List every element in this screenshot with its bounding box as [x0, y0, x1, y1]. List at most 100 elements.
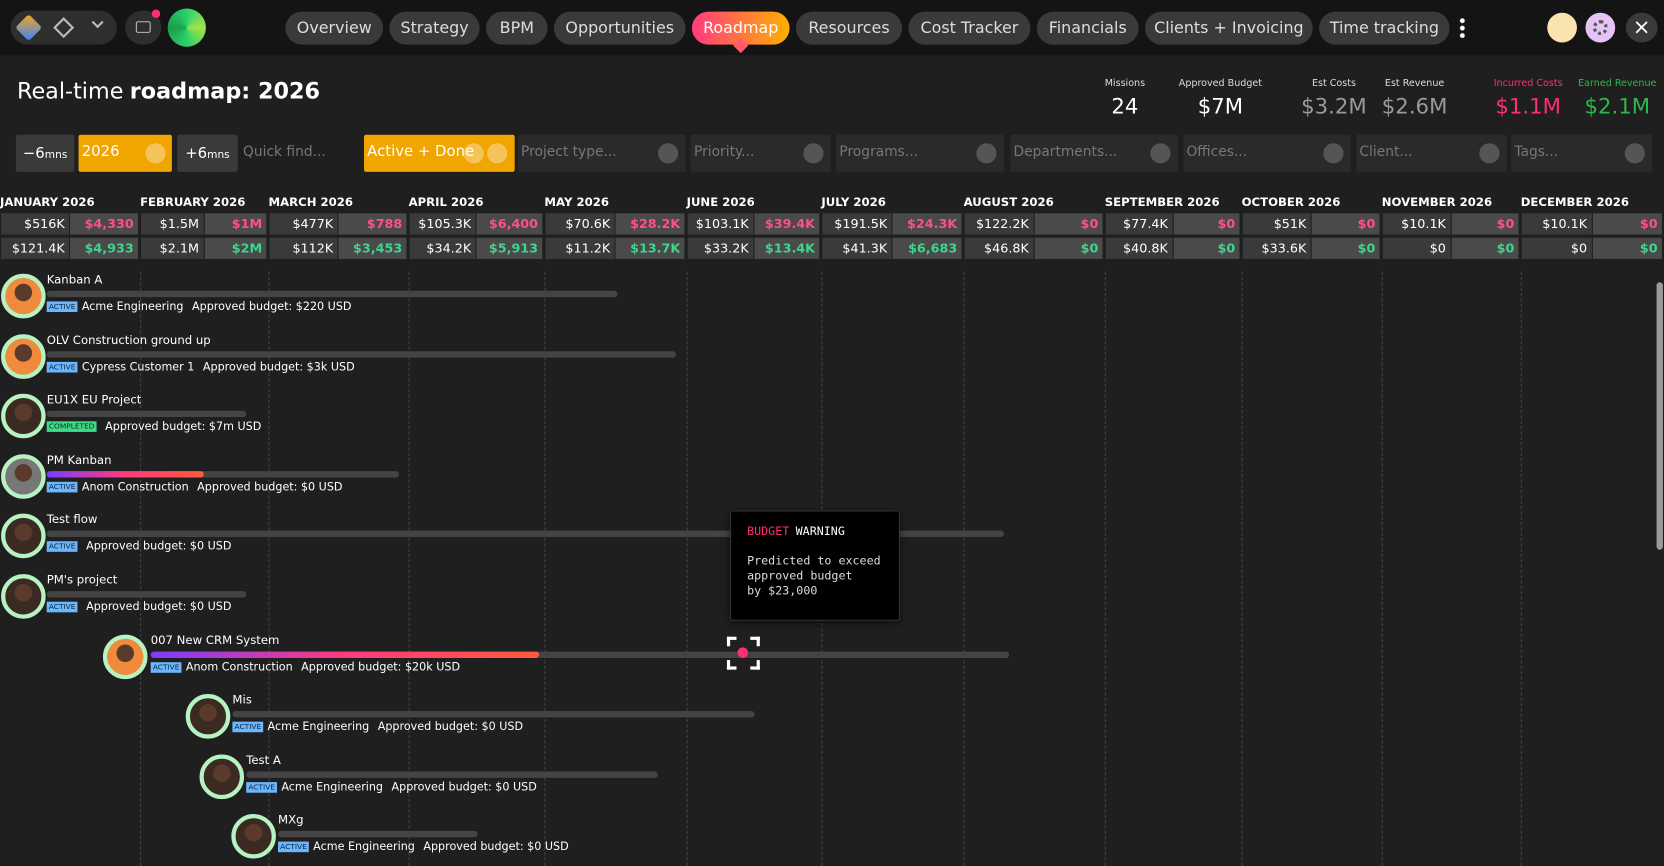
avatar[interactable] [199, 754, 245, 799]
nav-tab[interactable]: Cost Tracker [908, 11, 1031, 45]
avatar[interactable] [231, 814, 276, 859]
month-cell: $33.6K [1242, 237, 1311, 259]
timeline-bar [150, 651, 1010, 658]
warning-marker[interactable] [737, 647, 749, 658]
nav-tab[interactable]: Resources [795, 11, 903, 45]
month-cell: $11.2K [545, 237, 615, 259]
budget-text: Approved budget: $220 USD [191, 300, 352, 314]
month-cell: $0 [1034, 213, 1103, 235]
status-badge: ACTIVE [278, 841, 309, 853]
avatar[interactable] [1, 514, 46, 559]
step-button[interactable]: +6mns [177, 134, 238, 172]
month-cell: $477K [269, 213, 338, 235]
month-divider [1104, 271, 1106, 866]
month-cell: $0 [1521, 237, 1592, 259]
dropdown-chevron [803, 143, 824, 164]
dropdown-placeholder: Priority... [694, 144, 755, 161]
filter-dropdown[interactable]: Departments... [1010, 134, 1178, 172]
avatar[interactable] [1, 273, 46, 319]
tooltip-title-b: WARNING [795, 524, 845, 539]
project-name[interactable]: PM's project [46, 573, 118, 587]
month-divider [268, 271, 270, 866]
month-cell: $0 [1592, 237, 1662, 259]
month-label: FEBRUARY 2026 [140, 195, 246, 210]
month-cell: $13.7K [615, 237, 685, 259]
stat-label: Approved Budget [1178, 78, 1263, 90]
filter-dropdown[interactable]: Offices... [1183, 134, 1351, 172]
dropdown-chevron [657, 143, 679, 164]
nav-tab[interactable]: Overview [285, 11, 384, 45]
dropdown-chevron [1150, 143, 1171, 164]
month-cell: $3,453 [338, 237, 407, 259]
status-badge: ACTIVE [46, 301, 78, 312]
step-button[interactable]: −6mns [15, 134, 75, 172]
nav-tab[interactable]: Opportunities [553, 11, 686, 45]
nav-tab[interactable]: Roadmap [691, 11, 790, 45]
month-cell: $41.3K [822, 237, 892, 259]
year-select[interactable]: 2026 [78, 134, 172, 172]
project-name[interactable]: Mis [232, 693, 252, 707]
user-button[interactable] [1547, 12, 1577, 43]
budget-text: Approved budget: $3k USD [202, 360, 355, 374]
month-divider [408, 271, 410, 866]
project-name[interactable]: PM Kanban [46, 452, 112, 467]
month-label: DECEMBER 2026 [1520, 195, 1629, 210]
project-meta: ACTIVE Acme Engineering Approved budget: $… [246, 781, 537, 794]
title-main: roadmap: 2026 [129, 78, 320, 104]
scrollbar-track [1655, 273, 1664, 866]
stat-value: $2.6M [1381, 93, 1448, 119]
status-filter[interactable]: Active + Done [363, 134, 515, 172]
filter-dropdown[interactable]: Client... [1356, 134, 1507, 172]
month-cell: $4,330 [70, 213, 138, 235]
project-name[interactable]: Kanban A [46, 272, 103, 287]
nav-tab[interactable]: Financials [1036, 11, 1139, 45]
timeline-bar [46, 350, 676, 358]
nav-tab[interactable]: BPM [486, 11, 548, 45]
project-name[interactable]: 007 New CRM System [150, 633, 280, 647]
step-amount: −6 [22, 145, 45, 163]
project-name[interactable]: Test A [246, 753, 281, 768]
month-cell: $10.1K [1382, 213, 1451, 235]
focus-bracket [750, 660, 760, 670]
scrollbar-thumb[interactable] [1656, 282, 1663, 550]
year-text: 2026 [81, 143, 120, 161]
project-name[interactable]: MXg [278, 813, 304, 828]
nav-tab[interactable]: Clients + Invoicing [1145, 11, 1313, 45]
stat-value: $3.2M [1301, 93, 1367, 119]
search-input[interactable]: Quick find... [239, 134, 359, 172]
progress-bar [46, 470, 204, 478]
budget-text: Approved budget: $0 USD [86, 600, 232, 614]
nav-tab[interactable]: Time tracking [1319, 11, 1450, 45]
month-cell: $24.3K [892, 213, 962, 235]
filter-dropdown[interactable]: Programs... [836, 134, 1004, 172]
nav-tab[interactable]: Strategy [389, 11, 480, 45]
client-name: Acme Engineering [267, 720, 370, 734]
dropdown-placeholder: Project type... [521, 144, 617, 161]
stat-label: Incurred Costs [1493, 78, 1563, 90]
more-icon[interactable] [1459, 16, 1466, 39]
project-name[interactable]: Test flow [46, 512, 98, 527]
stat-label: Earned Revenue [1578, 78, 1657, 90]
project-name[interactable]: EU1X EU Project [46, 392, 142, 407]
avatar[interactable] [102, 634, 148, 679]
step-unit: mns [207, 149, 230, 162]
project-name[interactable]: OLV Construction ground up [46, 332, 211, 347]
month-divider [1241, 271, 1243, 866]
avatar[interactable] [1, 333, 46, 379]
avatar[interactable] [1, 574, 46, 619]
avatar[interactable] [185, 694, 231, 739]
status-badge: COMPLETED [46, 421, 97, 433]
budget-text: Approved budget: $20k USD [301, 660, 461, 674]
status-badge: ACTIVE [46, 481, 78, 493]
month-cell: $103.1K [687, 213, 753, 235]
dropdown-chevron [1624, 143, 1645, 164]
stat-value: $1.1M [1495, 93, 1561, 119]
close-button[interactable]: × [1625, 12, 1658, 43]
filter-dropdown[interactable]: Project type... [517, 134, 686, 172]
avatar[interactable] [1, 453, 46, 499]
month-cell: $77.4K [1105, 213, 1173, 235]
month-cell: $6,400 [476, 213, 543, 235]
avatar[interactable] [1, 393, 46, 439]
month-divider [686, 271, 688, 866]
